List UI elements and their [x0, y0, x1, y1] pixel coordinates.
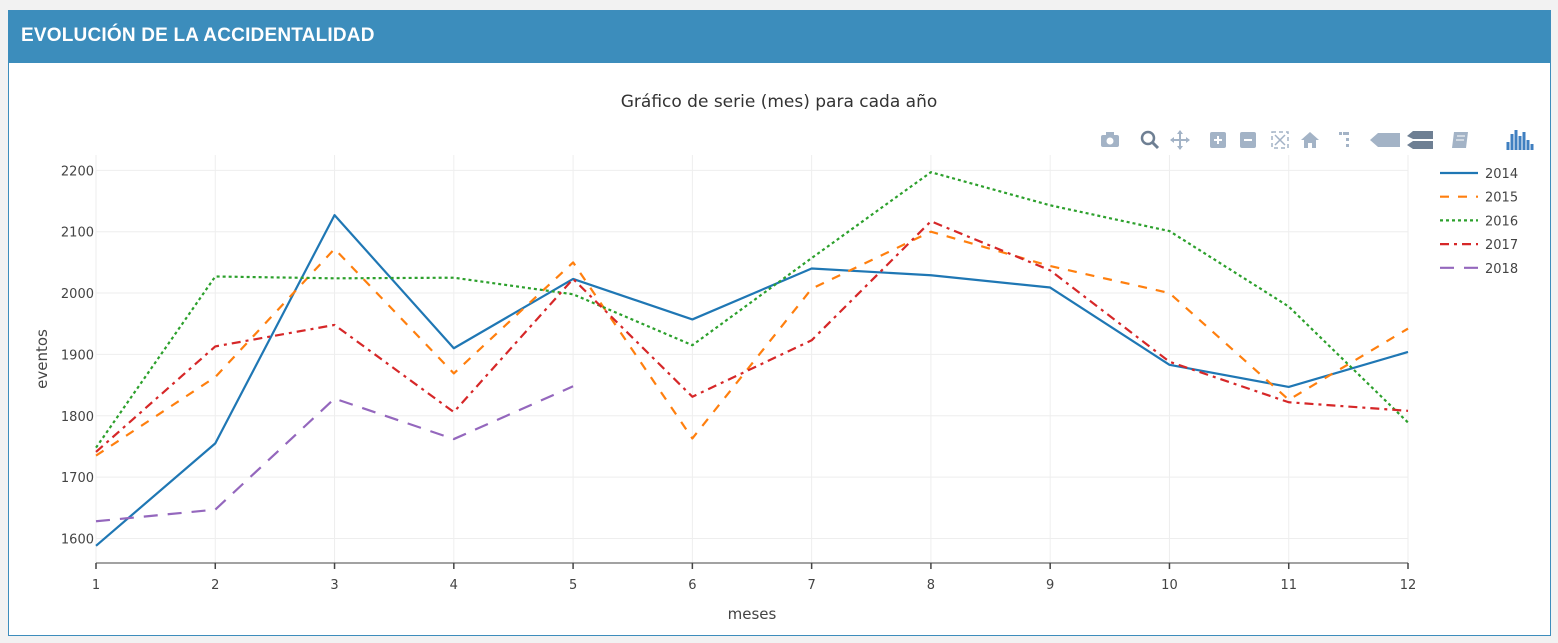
y-tick-label: 2000 — [61, 287, 94, 302]
zoom-out-icon[interactable] — [1240, 132, 1256, 148]
autoscale-icon[interactable] — [1271, 131, 1289, 149]
x-tick-label: 5 — [569, 578, 577, 593]
modebar[interactable] — [1101, 130, 1534, 150]
legend-label: 2016 — [1485, 214, 1518, 229]
x-tick-label: 8 — [927, 578, 935, 593]
legend-item-2018[interactable]: 2018 — [1440, 262, 1518, 277]
legend-item-2015[interactable]: 2015 — [1440, 191, 1518, 206]
spike-lines-icon[interactable] — [1339, 132, 1349, 147]
hover-compare-icon[interactable] — [1407, 131, 1433, 149]
x-axis-title: meses — [728, 605, 777, 623]
legend[interactable]: 2014 2015 2016 2017 2018 — [1440, 167, 1518, 277]
chart-title: Gráfico de serie (mes) para cada año — [621, 92, 938, 112]
series-line-2014[interactable] — [95, 214, 1409, 547]
y-tick-label: 2100 — [61, 226, 94, 241]
y-axis-title: eventos — [33, 329, 51, 389]
series-line-2015[interactable] — [95, 230, 1409, 457]
series-line-2018[interactable] — [95, 385, 574, 523]
x-tick-label: 1 — [92, 578, 100, 593]
plotly-logo-icon[interactable] — [1506, 130, 1534, 150]
camera-icon[interactable] — [1101, 132, 1119, 147]
axes: 1 2 3 4 5 6 7 8 9 10 11 121600170018001900200021002… — [61, 164, 1416, 593]
grid — [95, 155, 1409, 563]
legend-item-2014[interactable]: 2014 — [1440, 167, 1518, 182]
series-group — [95, 171, 1409, 547]
x-tick-label: 7 — [807, 578, 815, 593]
x-tick-label: 11 — [1280, 578, 1297, 593]
legend-label: 2014 — [1485, 167, 1518, 182]
x-tick-label: 6 — [688, 578, 696, 593]
series-line-2016[interactable] — [95, 171, 1409, 449]
legend-label: 2017 — [1485, 238, 1518, 253]
panel-header: EVOLUCIÓN DE LA ACCIDENTALIDAD — [9, 11, 1550, 63]
panel-title: EVOLUCIÓN DE LA ACCIDENTALIDAD — [21, 25, 375, 46]
y-tick-label: 1600 — [61, 532, 94, 547]
x-tick-label: 10 — [1161, 578, 1178, 593]
zoom-in-icon[interactable] — [1210, 132, 1226, 148]
series-line-2017[interactable] — [95, 220, 1409, 453]
legend-label: 2015 — [1485, 191, 1518, 206]
x-tick-label: 4 — [450, 578, 458, 593]
x-tick-label: 9 — [1046, 578, 1054, 593]
x-tick-label: 3 — [330, 578, 338, 593]
y-tick-label: 1800 — [61, 410, 94, 425]
y-tick-label: 2200 — [61, 164, 94, 179]
edit-in-chart-studio-icon[interactable] — [1452, 132, 1468, 148]
x-tick-label: 2 — [211, 578, 219, 593]
y-tick-label: 1900 — [61, 348, 94, 363]
home-icon[interactable] — [1301, 132, 1319, 148]
legend-item-2016[interactable]: 2016 — [1440, 214, 1518, 229]
zoom-icon[interactable] — [1140, 130, 1160, 150]
legend-item-2017[interactable]: 2017 — [1440, 238, 1518, 253]
pan-icon[interactable] — [1170, 130, 1190, 150]
legend-label: 2018 — [1485, 262, 1518, 277]
y-tick-label: 1700 — [61, 471, 94, 486]
hover-closest-icon[interactable] — [1370, 133, 1400, 147]
x-tick-label: 12 — [1400, 578, 1417, 593]
